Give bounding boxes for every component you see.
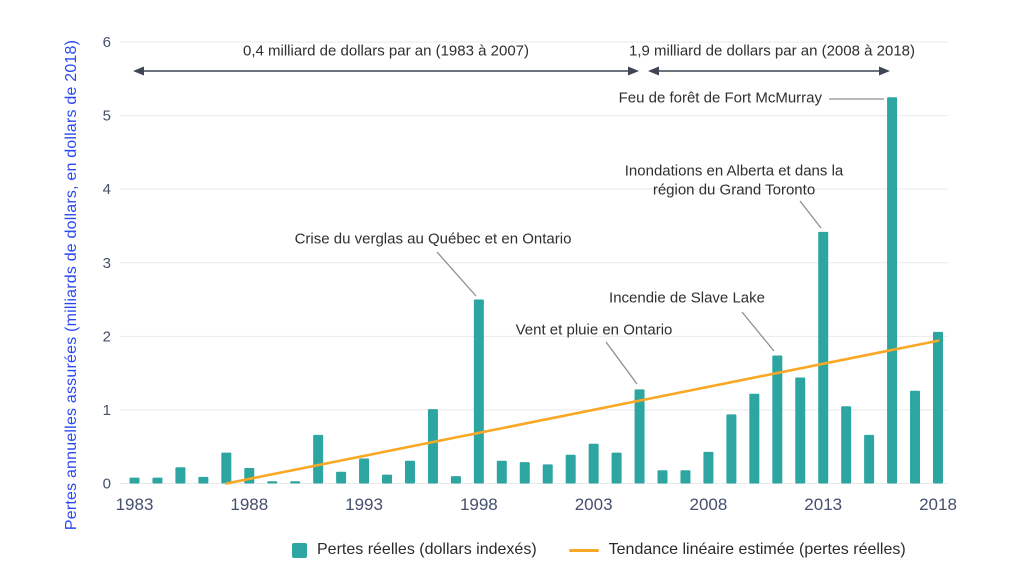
trend-line	[225, 339, 940, 485]
x-tick-label-1998: 1998	[460, 495, 498, 514]
annotation-connector-incendie-slave-lake	[741, 311, 775, 352]
x-tick-label-2008: 2008	[690, 495, 728, 514]
bar-1986	[198, 476, 209, 484]
annotation-incendie-slave-lake: Incendie de Slave Lake	[609, 289, 765, 307]
annotation-connector-inondations-alberta-toronto	[799, 200, 822, 229]
y-tick-label-2: 2	[103, 328, 111, 345]
bar-1983	[129, 477, 140, 484]
bar-2012	[795, 377, 806, 484]
bar-1999	[496, 460, 507, 484]
y-tick-label-0: 0	[103, 476, 111, 493]
x-tick-label-1983: 1983	[116, 495, 154, 514]
bar-1993	[359, 458, 370, 484]
arrowhead-right-icon	[628, 66, 639, 76]
arrowhead-right-icon	[879, 66, 890, 76]
y-tick-label-5: 5	[103, 108, 111, 125]
annotation-fort-mcmurray: Feu de forêt de Fort McMurray	[618, 89, 822, 107]
bar-1988	[244, 468, 255, 484]
bar-1992	[336, 471, 347, 484]
x-tick-label-2003: 2003	[575, 495, 613, 514]
bar-2000	[519, 462, 530, 484]
bar-2001	[542, 464, 553, 484]
x-tick-label-1993: 1993	[345, 495, 383, 514]
annotation-crise-verglas: Crise du verglas au Québec et en Ontario	[294, 230, 572, 248]
bar-2007	[680, 470, 691, 484]
bar-1989	[267, 481, 278, 484]
bar-2004	[611, 452, 622, 484]
period-arrow-label-0: 0,4 milliard de dollars par an (1983 à 2…	[242, 42, 530, 60]
bar-2005	[634, 389, 645, 484]
x-tick-label-1988: 1988	[230, 495, 268, 514]
x-tick-label-2018: 2018	[919, 495, 957, 514]
y-tick-label-3: 3	[103, 255, 111, 272]
bar-1995	[404, 460, 415, 484]
arrowhead-left-icon	[648, 66, 659, 76]
y-tick-label-6: 6	[103, 34, 111, 51]
bar-2013	[818, 231, 829, 484]
period-arrow-label-1: 1,9 milliard de dollars par an (2008 à 2…	[628, 42, 916, 60]
bar-2017	[910, 390, 921, 484]
bar-2006	[657, 470, 668, 484]
y-tick-label-4: 4	[103, 181, 111, 198]
bar-2003	[588, 443, 599, 484]
bar-2009	[726, 414, 737, 484]
legend-label-bars: Pertes réelles (dollars indexés)	[317, 541, 537, 558]
bar-2011	[772, 355, 783, 484]
annotation-inondations-alberta-toronto: Inondations en Alberta et dans la région…	[624, 162, 844, 198]
bar-2018	[932, 331, 943, 484]
annotation-connector-vent-pluie-ontario	[605, 341, 638, 385]
bar-1984	[152, 477, 163, 484]
bar-1990	[290, 481, 301, 484]
bar-1994	[382, 474, 393, 484]
bar-1991	[313, 434, 324, 484]
y-tick-label-1: 1	[103, 402, 111, 419]
bar-series-swatch-icon	[292, 542, 307, 558]
bar-2015	[864, 434, 875, 484]
x-tick-label-2013: 2013	[804, 495, 842, 514]
bar-1996	[427, 409, 438, 484]
trend-line-swatch-icon	[568, 548, 599, 552]
bar-1997	[450, 476, 461, 484]
annotation-vent-pluie-ontario: Vent et pluie en Ontario	[515, 321, 673, 339]
bar-1998	[473, 299, 484, 484]
chart-legend: Pertes réelles (dollars indexés) Tendanc…	[292, 539, 906, 561]
legend-label-trend: Tendance linéaire estimée (pertes réelle…	[608, 541, 906, 558]
bar-2014	[841, 406, 852, 484]
bar-2008	[703, 451, 714, 484]
bar-2010	[749, 393, 760, 484]
bar-2002	[565, 454, 576, 484]
annotation-connector-crise-verglas	[436, 251, 477, 297]
y-axis-title: Pertes annuelles assurées (milliards de …	[63, 39, 80, 531]
bar-2016	[887, 97, 898, 484]
bar-1985	[175, 467, 186, 484]
bar-1987	[221, 452, 232, 484]
arrowhead-left-icon	[133, 66, 144, 76]
